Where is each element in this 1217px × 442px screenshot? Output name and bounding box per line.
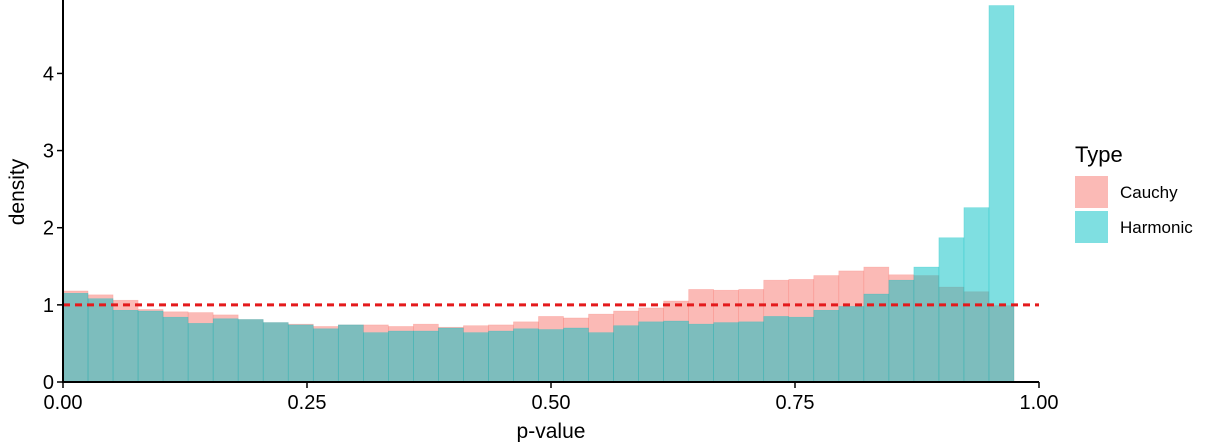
bar-harmonic-16 [463, 332, 489, 383]
bar-harmonic-9 [287, 324, 314, 383]
bar-harmonic-34 [913, 266, 940, 383]
bar-harmonic-4 [162, 316, 189, 383]
bar-harmonic-33 [888, 279, 915, 383]
y-tick-label-0: 0 [43, 372, 54, 394]
bar-harmonic-22 [613, 325, 639, 383]
bar-harmonic-0 [62, 292, 89, 383]
bar-harmonic-2 [112, 309, 139, 383]
bar-harmonic-15 [438, 327, 464, 383]
bar-harmonic-24 [663, 320, 689, 383]
bar-harmonic-19 [538, 329, 564, 383]
bar-harmonic-10 [312, 328, 339, 383]
bar-harmonic-29 [788, 316, 815, 383]
bar-harmonic-18 [513, 328, 539, 383]
bar-harmonic-8 [262, 322, 289, 383]
bar-harmonic-32 [863, 293, 890, 383]
y-axis-title: density [6, 158, 29, 225]
y-tick-label-1: 1 [43, 295, 54, 317]
x-tick-label-2: 0.50 [532, 392, 571, 414]
bar-harmonic-7 [237, 319, 264, 383]
bar-harmonic-31 [838, 306, 865, 383]
bars-harmonic [62, 5, 1015, 383]
bar-harmonic-25 [688, 323, 714, 383]
x-tick-label-4: 1.00 [1020, 392, 1059, 414]
bar-harmonic-26 [713, 322, 739, 383]
bar-harmonic-20 [563, 327, 589, 383]
bar-harmonic-36 [963, 207, 990, 383]
x-tick-label-0: 0.00 [44, 392, 83, 414]
legend-label-cauchy: Cauchy [1120, 183, 1178, 202]
bar-harmonic-3 [137, 310, 164, 383]
bar-harmonic-37 [988, 5, 1015, 383]
bar-harmonic-30 [813, 309, 840, 383]
bar-harmonic-5 [187, 323, 214, 383]
bar-harmonic-35 [938, 237, 965, 383]
x-tick-label-1: 0.25 [288, 392, 327, 414]
bar-harmonic-21 [588, 332, 614, 383]
bar-harmonic-27 [738, 321, 765, 383]
bar-harmonic-12 [363, 332, 389, 383]
x-axis-title: p-value [517, 420, 586, 442]
y-tick-label-3: 3 [43, 141, 54, 163]
bar-harmonic-6 [212, 318, 239, 383]
axes: 0.00 0.25 0.50 0.75 1.00 0 1 2 3 4 [43, 0, 1059, 414]
legend: Type Cauchy Harmonic [1075, 142, 1193, 243]
bar-harmonic-14 [413, 330, 439, 383]
y-tick-label-4: 4 [43, 63, 54, 85]
bar-harmonic-23 [638, 321, 664, 383]
bar-harmonic-11 [337, 324, 364, 383]
legend-label-harmonic: Harmonic [1120, 218, 1193, 237]
bar-harmonic-13 [388, 330, 414, 383]
legend-swatch-cauchy [1075, 176, 1108, 208]
bar-harmonic-1 [87, 298, 114, 383]
x-tick-label-3: 0.75 [776, 392, 815, 414]
bar-harmonic-28 [763, 316, 790, 383]
bar-harmonic-17 [488, 330, 514, 383]
legend-title: Type [1075, 142, 1123, 167]
y-tick-label-2: 2 [43, 218, 54, 240]
legend-swatch-harmonic [1075, 211, 1108, 243]
